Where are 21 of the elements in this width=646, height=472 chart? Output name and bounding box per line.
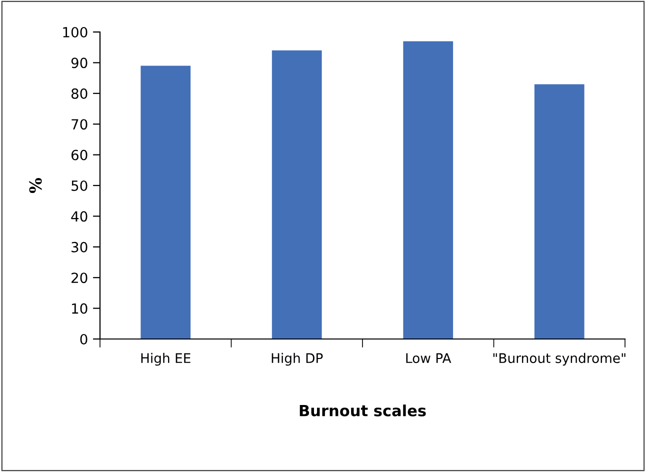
bar <box>140 66 191 339</box>
y-tick-label: 50 <box>72 180 88 191</box>
y-tick-label: 0 <box>80 334 88 344</box>
y-tick-label: 90 <box>71 58 88 68</box>
x-tick-label: High EE <box>141 352 190 366</box>
y-tick-label: 10 <box>72 303 88 314</box>
bar <box>272 50 322 339</box>
y-tick-label: 80 <box>71 88 88 99</box>
y-axis-title: % <box>29 178 42 194</box>
x-tick-label: Low PA <box>406 353 452 364</box>
bar <box>534 84 584 339</box>
y-tick-label: 20 <box>72 272 88 284</box>
x-axis-title: Burnout scales <box>300 404 426 416</box>
y-tick-label: 30 <box>72 242 88 252</box>
y-tick-label: 60 <box>71 150 88 160</box>
y-tick-label: 70 <box>72 119 88 130</box>
x-tick-label: High DP <box>272 352 323 366</box>
y-tick-label: 40 <box>71 211 88 222</box>
x-tick-label: "Burnout syndrome" <box>493 352 626 366</box>
y-tick-label: 100 <box>63 26 88 38</box>
bar <box>403 41 454 339</box>
